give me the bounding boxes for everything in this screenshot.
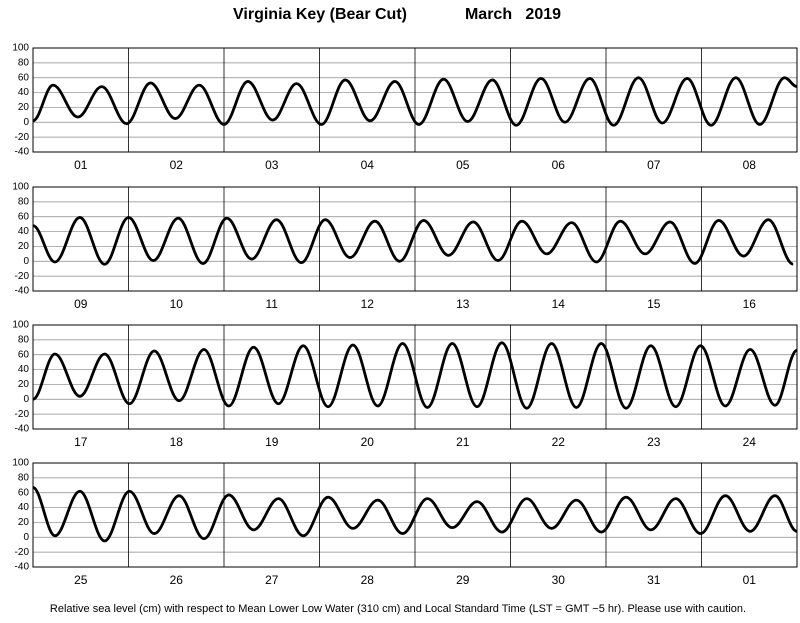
y-tick-label: -40 (15, 562, 30, 573)
x-tick-label: 13 (456, 297, 470, 311)
y-tick-label: -20 (15, 409, 30, 420)
y-tick-label: 0 (23, 532, 29, 543)
x-tick-label: 30 (552, 573, 566, 587)
y-tick-label: -20 (15, 547, 30, 558)
y-tick-label: 100 (12, 43, 29, 54)
y-tick-label: -20 (15, 132, 30, 143)
x-tick-label: 09 (74, 297, 88, 311)
y-tick-label: 100 (12, 320, 29, 331)
y-tick-label: 0 (23, 117, 29, 128)
x-tick-label: 03 (265, 158, 279, 172)
y-tick-label: 80 (18, 334, 30, 345)
y-tick-label: 80 (18, 472, 30, 483)
tide-line (33, 76, 797, 127)
y-tick-label: -40 (15, 286, 30, 297)
tide-line (33, 486, 797, 543)
x-tick-label: 31 (647, 573, 661, 587)
x-tick-label: 17 (74, 435, 88, 449)
x-tick-label: 25 (74, 573, 88, 587)
x-tick-label: 26 (170, 573, 184, 587)
x-tick-label: 02 (170, 158, 184, 172)
x-tick-label: 04 (361, 158, 375, 172)
x-tick-label: 12 (361, 297, 375, 311)
x-tick-label: 01 (743, 573, 757, 587)
x-tick-label: 24 (743, 435, 757, 449)
x-tick-label: 14 (552, 297, 566, 311)
y-tick-label: 0 (23, 256, 29, 267)
x-tick-label: 21 (456, 435, 470, 449)
x-tick-label: 10 (170, 297, 184, 311)
x-tick-label: 28 (361, 573, 375, 587)
y-tick-label: 100 (12, 458, 29, 469)
y-tick-label: 40 (18, 226, 30, 237)
x-tick-label: 20 (361, 435, 375, 449)
x-tick-label: 19 (265, 435, 279, 449)
y-tick-label: 100 (12, 182, 29, 193)
y-tick-label: 20 (18, 517, 30, 528)
y-tick-label: 80 (18, 196, 30, 207)
plot-frame (32, 324, 798, 430)
y-tick-label: 20 (18, 379, 30, 390)
y-tick-label: -40 (15, 147, 30, 158)
plot-frame (32, 47, 798, 153)
footnote: Relative sea level (cm) with respect to … (50, 603, 746, 615)
x-tick-label: 07 (647, 158, 661, 172)
x-tick-label: 08 (743, 158, 757, 172)
plot-frame (32, 186, 798, 292)
y-tick-label: 40 (18, 364, 30, 375)
y-tick-label: 40 (18, 502, 30, 513)
y-tick-label: 60 (18, 211, 30, 222)
x-tick-label: 15 (647, 297, 661, 311)
y-tick-label: 0 (23, 394, 29, 405)
chart-title: Virginia Key (Bear Cut) (233, 6, 407, 23)
plot-frame (32, 462, 798, 568)
x-tick-label: 29 (456, 573, 470, 587)
y-tick-label: -20 (15, 271, 30, 282)
x-tick-label: 06 (552, 158, 566, 172)
y-tick-label: 60 (18, 349, 30, 360)
y-tick-label: 80 (18, 57, 30, 68)
x-tick-label: 16 (743, 297, 757, 311)
y-tick-label: 20 (18, 102, 30, 113)
x-tick-label: 22 (552, 435, 566, 449)
x-tick-label: 18 (170, 435, 184, 449)
x-tick-label: 01 (74, 158, 88, 172)
chart-subtitle: March 2019 (465, 6, 561, 23)
y-tick-label: 40 (18, 87, 30, 98)
y-tick-label: 20 (18, 241, 30, 252)
y-tick-label: 60 (18, 487, 30, 498)
x-tick-label: 23 (647, 435, 661, 449)
x-tick-label: 27 (265, 573, 279, 587)
tide-line (33, 341, 797, 410)
x-tick-label: 05 (456, 158, 470, 172)
tide-line (33, 216, 794, 266)
x-tick-label: 11 (266, 297, 279, 311)
y-tick-label: 60 (18, 72, 30, 83)
y-tick-label: -40 (15, 424, 30, 435)
